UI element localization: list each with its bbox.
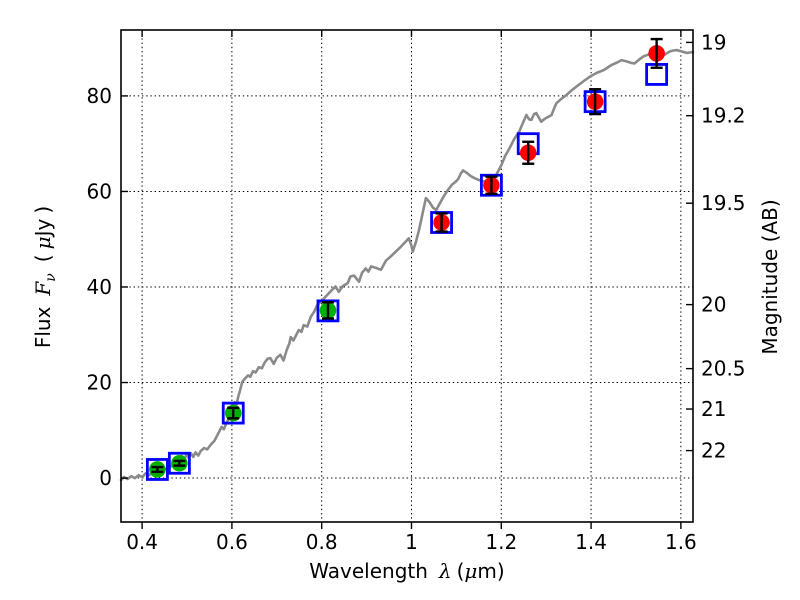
y-tick-label-magnitude: 20 (701, 293, 726, 317)
y-left-title-text: Flux (31, 306, 55, 349)
y-left-unit-open: ( (31, 254, 55, 263)
y-left-symbol-F: F (31, 281, 55, 296)
x-axis-unit-open: ( (456, 559, 465, 583)
y-left-unit-close: ) (31, 205, 55, 214)
x-tick-label: 1.6 (665, 530, 697, 554)
model-photometry-square (145, 458, 169, 481)
y-tick-label-flux: 80 (87, 84, 112, 108)
y-tick-label-magnitude: 19.5 (701, 191, 746, 215)
x-tick-label: 0.6 (216, 530, 248, 554)
y-left-symbol-nu: ν (43, 273, 59, 282)
y-tick-label-magnitude: 19 (701, 30, 726, 54)
x-tick-label: 0.8 (306, 530, 338, 554)
y-tick-label-magnitude: 19.2 (701, 104, 746, 128)
y-right-title-text: Magnitude (AB) (758, 199, 782, 355)
x-tick-label: 1 (405, 530, 418, 554)
x-axis-title: Wavelength λ (μm) (121, 559, 693, 583)
x-axis-symbol-lambda: λ (438, 559, 452, 583)
y-left-unit-rest: Jy (31, 218, 55, 237)
y-tick-label-flux: 20 (87, 371, 112, 395)
y-tick-label-flux: 40 (87, 275, 112, 299)
model-spectrum-line (119, 48, 695, 482)
x-axis-unit-mu: μ (464, 559, 478, 583)
y-tick-label-flux: 0 (99, 466, 112, 490)
model-photometry-square (316, 299, 340, 323)
y-left-unit-mu: μ (31, 236, 55, 250)
model-photometry-square (221, 401, 245, 425)
y-tick-label-magnitude: 20.5 (701, 357, 746, 381)
model-photometry-square (480, 173, 503, 197)
model-photometry-square (167, 451, 191, 475)
y-tick-label-flux: 60 (87, 179, 112, 203)
x-tick-label: 1.2 (485, 530, 517, 554)
axes-frame (120, 29, 694, 523)
x-tick-label: 0.4 (126, 530, 158, 554)
y-tick-label-magnitude: 21 (701, 397, 726, 421)
x-axis-unit-rest: m) (477, 559, 505, 583)
x-tick-label: 1.4 (575, 530, 607, 554)
y-tick-label-magnitude: 22 (701, 439, 726, 463)
x-axis-title-text: Wavelength (309, 559, 428, 583)
